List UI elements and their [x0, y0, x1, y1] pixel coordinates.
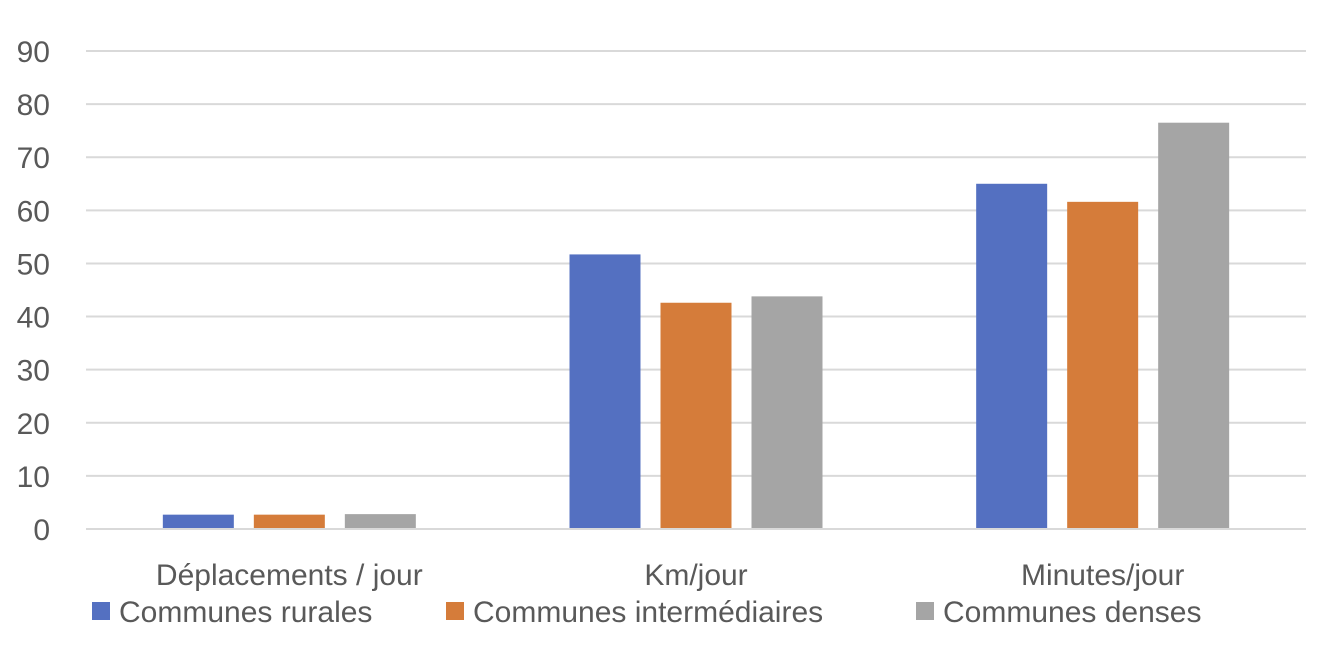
- y-tick-label: 40: [17, 302, 50, 335]
- y-tick-label: 80: [17, 89, 50, 122]
- y-tick-label: 50: [17, 248, 50, 281]
- bar-3-1: [344, 514, 416, 529]
- legend-label: Communes intermédiaires: [473, 596, 823, 629]
- bar-2-1: [253, 514, 325, 529]
- legend-label: Communes denses: [943, 596, 1201, 629]
- y-axis-ticks: 0 10 20 30 40 50 60 70 80 90: [17, 36, 50, 547]
- legend-swatch: [92, 602, 110, 620]
- legend: Communes rurales Communes intermédiaires C…: [92, 596, 1201, 629]
- bar-1-3: [976, 183, 1048, 529]
- y-tick-label: 30: [17, 355, 50, 388]
- x-category-label: Déplacements / jour: [156, 559, 423, 592]
- bar-2-2: [660, 302, 732, 529]
- bars: [86, 122, 1306, 530]
- bar-3-2: [751, 296, 823, 529]
- x-category-label: Minutes/jour: [1021, 559, 1184, 592]
- legend-item: Communes rurales: [92, 596, 372, 629]
- bar-1-1: [162, 514, 234, 529]
- y-tick-label: 0: [33, 514, 50, 547]
- legend-swatch: [446, 602, 464, 620]
- x-axis-categories: Déplacements / jour Km/jour Minutes/jour: [156, 559, 1184, 592]
- legend-swatch: [916, 602, 934, 620]
- x-category-label: Km/jour: [644, 559, 747, 592]
- y-tick-label: 10: [17, 461, 50, 494]
- bar-3-3: [1158, 122, 1230, 529]
- legend-label: Communes rurales: [119, 596, 372, 629]
- legend-item: Communes denses: [916, 596, 1201, 629]
- y-tick-label: 20: [17, 408, 50, 441]
- bar-2-3: [1067, 201, 1139, 529]
- y-tick-label: 90: [17, 36, 50, 69]
- y-tick-label: 60: [17, 195, 50, 228]
- bar-1-2: [569, 254, 641, 529]
- legend-item: Communes intermédiaires: [446, 596, 823, 629]
- y-tick-label: 70: [17, 142, 50, 175]
